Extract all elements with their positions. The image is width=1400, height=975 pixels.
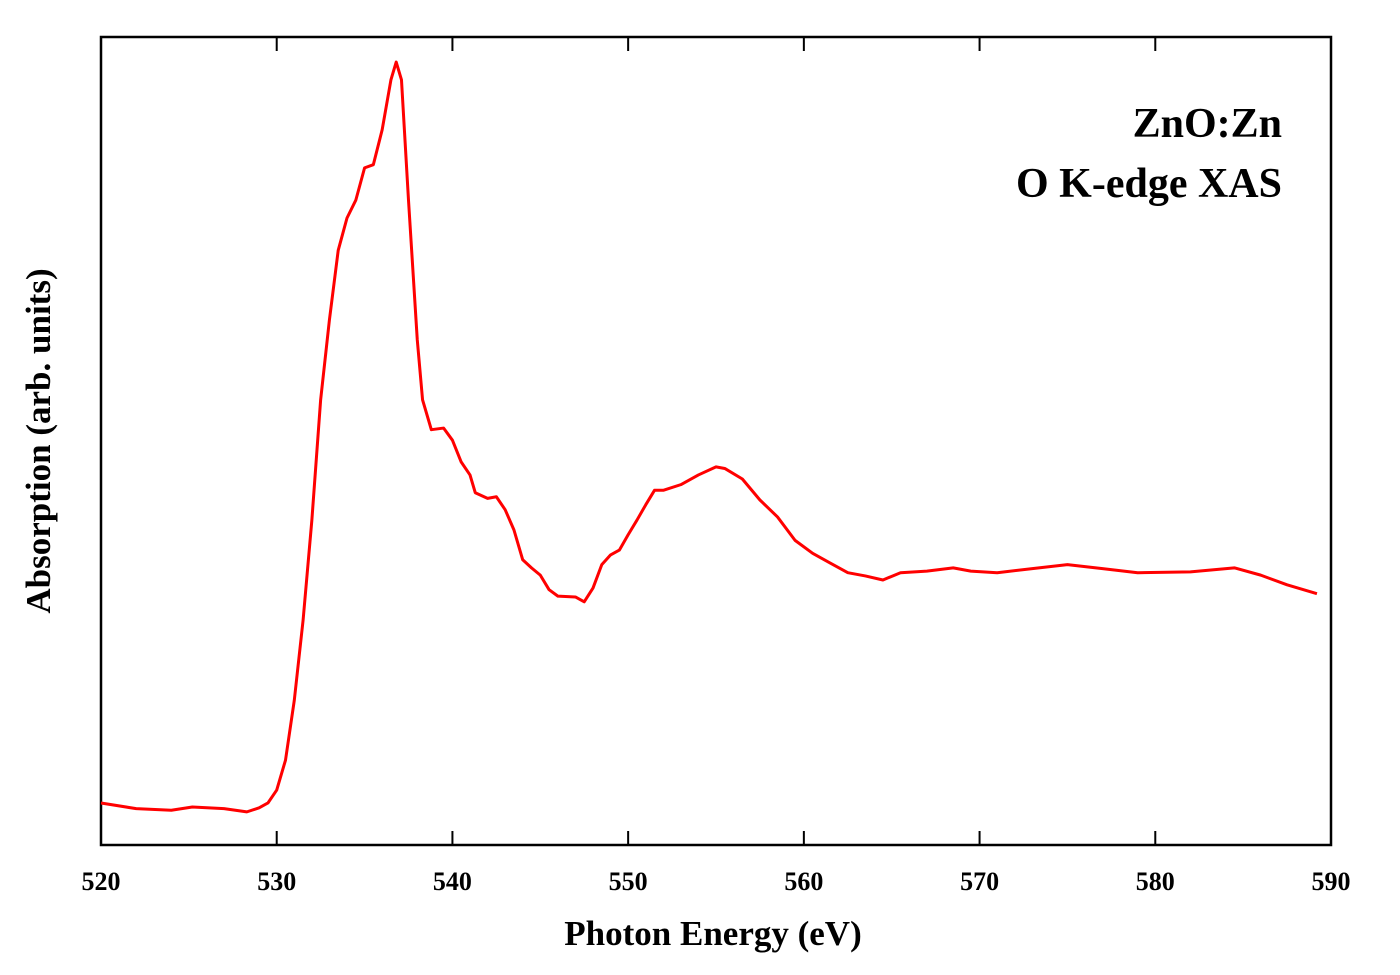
x-tick-label: 580 <box>1136 867 1175 896</box>
data-line <box>100 60 1318 814</box>
plot-frame <box>99 35 1333 847</box>
x-tick-label: 530 <box>257 867 296 896</box>
x-tick-label: 520 <box>82 867 121 896</box>
x-tick-label: 550 <box>609 867 648 896</box>
annotation: O K-edge XAS <box>1016 161 1282 207</box>
x-axis-label: Photon Energy (eV) <box>564 914 861 953</box>
x-tick-label: 570 <box>960 867 999 896</box>
annotation: ZnO:Zn <box>1133 101 1282 147</box>
x-tick-label: 540 <box>433 867 472 896</box>
y-axis-label: Absorption (arb. units) <box>19 268 58 613</box>
x-tick-label: 560 <box>784 867 823 896</box>
x-tick-label: 590 <box>1312 867 1351 896</box>
